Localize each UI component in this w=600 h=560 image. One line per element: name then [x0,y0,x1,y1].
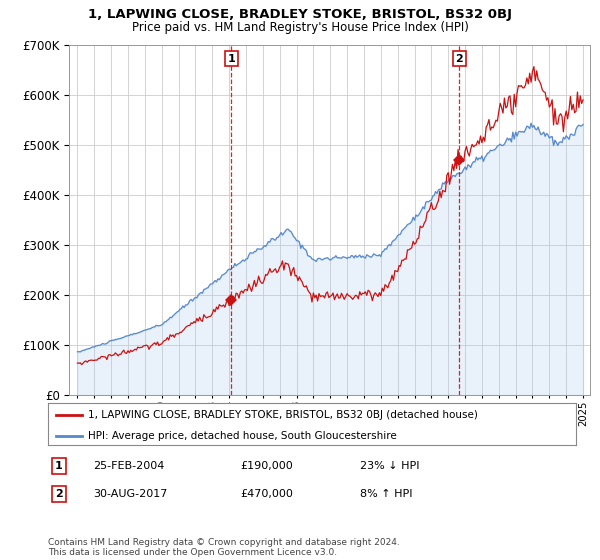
Text: HPI: Average price, detached house, South Gloucestershire: HPI: Average price, detached house, Sout… [88,431,397,441]
Text: £470,000: £470,000 [240,489,293,499]
Text: 25-FEB-2004: 25-FEB-2004 [93,461,164,471]
Text: 1, LAPWING CLOSE, BRADLEY STOKE, BRISTOL, BS32 0BJ (detached house): 1, LAPWING CLOSE, BRADLEY STOKE, BRISTOL… [88,409,478,419]
Text: 2: 2 [455,54,463,63]
Text: Contains HM Land Registry data © Crown copyright and database right 2024.
This d: Contains HM Land Registry data © Crown c… [48,538,400,557]
Text: 23% ↓ HPI: 23% ↓ HPI [360,461,419,471]
Text: 2: 2 [55,489,62,499]
Text: 8% ↑ HPI: 8% ↑ HPI [360,489,413,499]
Text: £190,000: £190,000 [240,461,293,471]
Text: 1: 1 [227,54,235,63]
Text: Price paid vs. HM Land Registry's House Price Index (HPI): Price paid vs. HM Land Registry's House … [131,21,469,34]
Text: 1, LAPWING CLOSE, BRADLEY STOKE, BRISTOL, BS32 0BJ: 1, LAPWING CLOSE, BRADLEY STOKE, BRISTOL… [88,8,512,21]
Text: 1: 1 [55,461,62,471]
Text: 30-AUG-2017: 30-AUG-2017 [93,489,167,499]
